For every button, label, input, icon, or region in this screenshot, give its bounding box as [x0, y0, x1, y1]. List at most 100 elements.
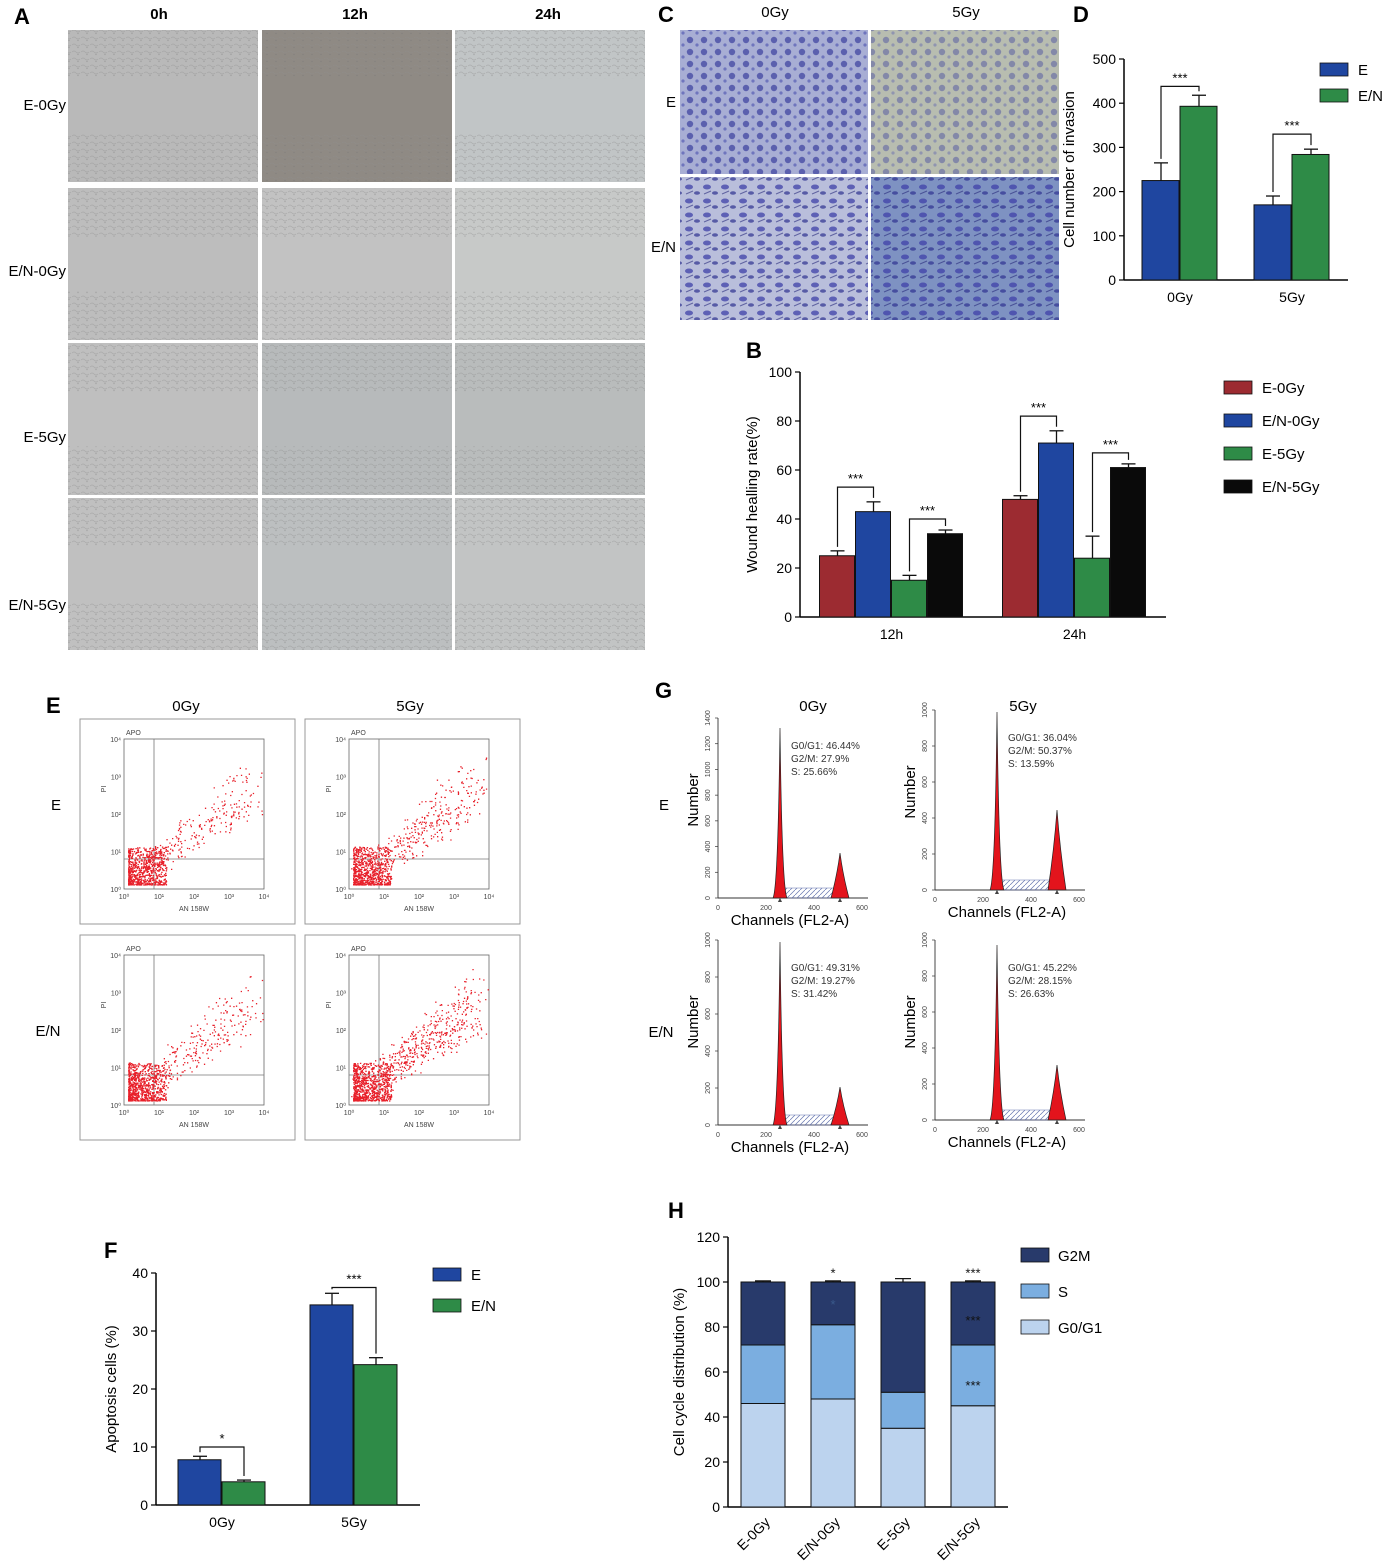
flow-plot-title: APO [126, 946, 141, 953]
y-axis-label: Cell cycle distribution (%) [671, 1288, 688, 1456]
flow-dots [351, 968, 489, 1102]
y-tick-label: 500 [1093, 51, 1117, 67]
significance-bracket [199, 1446, 245, 1477]
hist-y-tick-label: 1000 [922, 702, 929, 718]
flow-plot-frame [304, 934, 521, 1141]
y-tick-label: 40 [704, 1409, 720, 1425]
hist-y-tick-label: 0 [922, 1118, 929, 1122]
scratch-assay-images [68, 30, 645, 650]
panel-b: B 0 20 40 60 80 100 Wound healling rate(%) 12h 2… [744, 338, 1320, 642]
panel-g: G 0Gy 5Gy E E/N 0 200 400 600 800 1000 1200 140… [648, 678, 1085, 1156]
x-tick-label: 24h [1063, 626, 1086, 642]
hist-stat-text: G2/M: 27.9% [791, 754, 849, 765]
legend-label: E-0Gy [1262, 380, 1305, 397]
invasion-images [680, 30, 1059, 320]
x-tick-label: E-0Gy [734, 1514, 773, 1553]
hist-y-tick-label: 1000 [922, 932, 929, 948]
hist-stat-text: S: 13.59% [1008, 759, 1054, 770]
flow-x-tick: 10⁰ [119, 893, 130, 901]
hist-x-tick-label: 0 [933, 1127, 937, 1134]
cell-layer-bottom [455, 133, 645, 182]
hist-y-tick-label: 600 [922, 776, 929, 788]
flow-x-tick: 10⁰ [119, 1109, 130, 1117]
legend-swatch [1223, 479, 1253, 494]
hist-marker: ▲ [777, 1124, 784, 1131]
legend-label: E/N [471, 1298, 496, 1315]
x-tick-label: 0Gy [209, 1514, 235, 1530]
flow-x-tick: 10⁰ [344, 893, 355, 901]
panel-c: C 0Gy 5Gy E E/N [651, 2, 1059, 320]
hist-g2-peak [830, 852, 850, 899]
significance-bracket [1160, 85, 1200, 159]
hist-x-label: Channels (FL2-A) [731, 912, 849, 929]
hist-x-tick-label: 200 [977, 897, 989, 904]
hist-y-tick-label: 200 [922, 848, 929, 860]
flow-y-tick: 10² [111, 812, 122, 819]
bar [353, 1364, 398, 1506]
y-tick-label: 30 [132, 1323, 148, 1339]
cell-layer-bottom [68, 601, 258, 650]
stacked-bar-segment [810, 1324, 856, 1400]
panel-g-col-header: 0Gy [799, 698, 827, 715]
cell-layer-bottom [262, 446, 452, 495]
panel-letter-a: A [14, 4, 30, 29]
legend-swatch [1223, 380, 1253, 395]
flow-y-tick: 10³ [336, 991, 347, 998]
stacked-bar-segment [950, 1405, 996, 1508]
hist-g1-peak [989, 944, 1005, 1121]
y-tick-label: 100 [1093, 228, 1117, 244]
hist-x-tick-label: 400 [808, 1132, 820, 1139]
cell-layer-top [455, 498, 645, 547]
hist-y-tick-label: 800 [922, 970, 929, 982]
panel-e-col-header: 0Gy [172, 698, 200, 715]
flow-dots [128, 767, 264, 886]
significance-label: *** [1172, 70, 1187, 85]
significance-bracket [1272, 133, 1312, 193]
panel-a-row-label: E-0Gy [23, 97, 66, 114]
cell-layer-bottom [455, 601, 645, 650]
stacked-bar-segment [740, 1344, 786, 1404]
x-tick-label: E/N-5Gy [934, 1514, 983, 1563]
y-tick-label: 60 [776, 462, 792, 478]
significance-label: *** [1284, 118, 1299, 133]
bar [1141, 180, 1180, 281]
panel-a-row-label: E-5Gy [23, 429, 66, 446]
legend-label: G0/G1 [1058, 1320, 1102, 1337]
y-tick-label: 40 [776, 511, 792, 527]
panel-e-row-label: E/N [35, 1023, 60, 1040]
flow-x-tick: 10⁰ [344, 1109, 355, 1117]
legend-label: E-5Gy [1262, 446, 1305, 463]
hist-y-tick-label: 800 [922, 740, 929, 752]
flow-x-label: AN 158W [404, 906, 434, 913]
flow-y-label: PI [101, 1002, 108, 1009]
bar [1291, 153, 1330, 281]
hist-g1-peak [989, 711, 1005, 891]
flow-x-tick: 10² [414, 894, 425, 901]
hist-g2-peak [1047, 1064, 1067, 1121]
panel-c-row-label: E/N [651, 239, 676, 256]
hist-x-tick-label: 600 [1073, 1127, 1085, 1134]
cell-layer-top [262, 498, 452, 547]
cell-layer-top [262, 343, 452, 392]
significance-label: *** [848, 471, 863, 486]
hist-y-label: Number [685, 995, 702, 1048]
flow-x-label: AN 158W [179, 906, 209, 913]
hist-y-tick-label: 600 [705, 1008, 712, 1020]
flow-x-label: AN 158W [179, 1122, 209, 1129]
legend-label: E [471, 1267, 481, 1284]
cell-layer-top [262, 30, 452, 79]
cell-layer-top [455, 343, 645, 392]
hist-y-tick-label: 0 [705, 1123, 712, 1127]
flow-y-tick: 10¹ [336, 850, 347, 857]
hist-y-label: Number [685, 773, 702, 826]
chart-d: 0 100 200 300 400 500 Cell number of invasion 0… [1061, 51, 1383, 305]
flow-y-tick: 10¹ [336, 1066, 347, 1073]
y-tick-label: 80 [704, 1319, 720, 1335]
flow-y-tick: 10¹ [111, 850, 122, 857]
hist-x-tick-label: 0 [716, 1132, 720, 1139]
hist-marker: ▲ [777, 897, 784, 904]
flow-x-tick: 10² [414, 1110, 425, 1117]
hist-y-tick-label: 200 [705, 866, 712, 878]
flow-x-tick: 10² [189, 894, 200, 901]
